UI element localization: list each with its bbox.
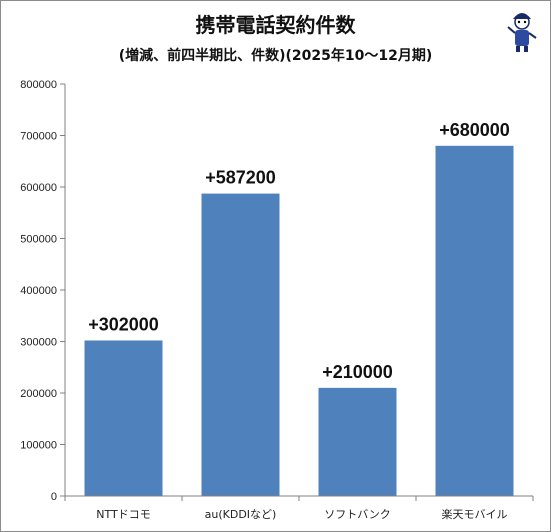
chart-title: 携帯電話契約件数 [195,13,356,37]
y-tick-label: 200000 [20,388,57,400]
y-tick-label: 100000 [20,440,57,452]
x-tick-label: NTTドコモ [96,508,150,521]
bar [318,387,397,496]
bar [435,145,514,497]
y-tick-label: 400000 [20,285,57,297]
x-tick-label: au(KDDIなど) [205,508,277,521]
x-tick-label: ソフトバンク [324,508,391,521]
data-label: +680000 [439,120,510,140]
mascot-illustration [507,13,537,52]
data-label: +210000 [322,362,393,382]
chart-subtitle: (増減、前四半期比、件数)(2025年10～12月期) [118,48,433,64]
data-label: +302000 [88,314,159,334]
bar [84,340,163,496]
y-tick-label: 300000 [20,337,57,349]
y-tick-label: 600000 [20,182,57,194]
y-tick-label: 0 [51,491,57,503]
data-label: +587200 [205,168,276,188]
x-tick-label: 楽天モバイル [442,508,508,521]
y-tick-label: 700000 [20,131,57,143]
bar [201,193,280,497]
y-tick-label: 800000 [20,79,57,91]
y-tick-label: 500000 [20,234,57,246]
